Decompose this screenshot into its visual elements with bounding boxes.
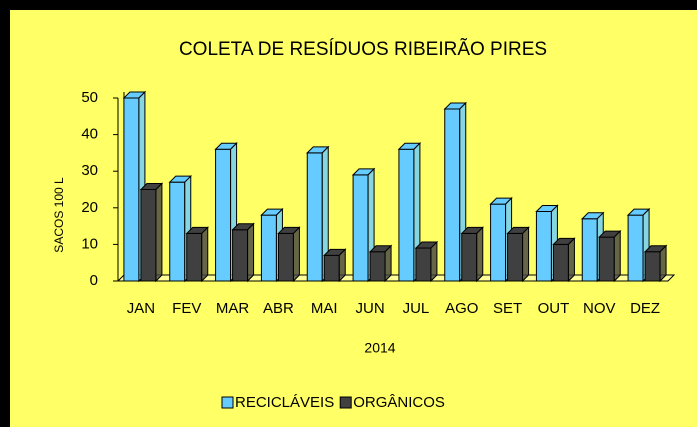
x-tick-label: MAI xyxy=(311,300,338,317)
x-tick-label: DEZ xyxy=(630,300,660,317)
bar-front xyxy=(507,232,524,282)
bar xyxy=(506,226,530,283)
legend-label: RECICLÁVEIS xyxy=(235,394,334,411)
bar-side xyxy=(613,229,621,283)
bar-front xyxy=(598,236,615,282)
bar-front xyxy=(277,232,294,282)
bar-front xyxy=(323,254,340,282)
bar-front xyxy=(581,218,598,282)
x-tick-label: OUT xyxy=(538,300,570,317)
bar-side xyxy=(292,226,300,283)
legend-swatch xyxy=(221,396,234,409)
bar xyxy=(598,229,622,283)
bar xyxy=(185,226,209,283)
bar xyxy=(552,237,576,283)
bar-front xyxy=(398,148,415,282)
bar-front xyxy=(535,210,552,282)
x-tick-label: NOV xyxy=(583,300,616,317)
bar-front xyxy=(444,108,461,282)
bar xyxy=(306,145,330,283)
bar-front xyxy=(644,251,661,282)
bar-side xyxy=(338,248,346,283)
bar-side xyxy=(659,244,667,283)
bar-front xyxy=(490,203,507,282)
bar-front xyxy=(352,174,369,282)
bar-side xyxy=(476,226,484,283)
legend-label: ORGÂNICOS xyxy=(353,394,445,411)
bar-front xyxy=(186,232,203,282)
bar-front xyxy=(140,189,157,282)
floor xyxy=(116,274,676,282)
bar-side xyxy=(201,226,209,283)
y-tick-label: 20 xyxy=(81,199,98,216)
bar-front xyxy=(369,251,386,282)
y-axis-label: SACOS 100 L xyxy=(52,177,66,253)
bar-front xyxy=(169,181,186,282)
y-tick-label: 50 xyxy=(81,89,98,106)
bar-front xyxy=(415,247,432,282)
bar xyxy=(460,226,484,283)
bar-front xyxy=(232,229,249,282)
y-tick-label: 30 xyxy=(81,162,98,179)
x-tick-label: FEV xyxy=(172,300,201,317)
bar-front xyxy=(306,152,323,282)
bar-front xyxy=(123,97,140,282)
x-tick-label: JAN xyxy=(127,300,155,317)
bar xyxy=(139,182,164,283)
x-axis-label: 2014 xyxy=(364,340,395,356)
x-tick-label: JUL xyxy=(403,300,430,317)
bar-front xyxy=(215,148,232,282)
bar-front xyxy=(260,214,277,282)
legend-swatch xyxy=(339,396,352,409)
x-tick-label: JUN xyxy=(355,300,384,317)
bar-side xyxy=(155,182,163,283)
chart-title: COLETA DE RESÍDUOS RIBEIRÃO PIRES xyxy=(179,38,547,60)
bar-side xyxy=(430,240,438,283)
bar-front xyxy=(461,232,478,282)
bar-front xyxy=(552,243,569,282)
x-tick-label: ABR xyxy=(263,300,294,317)
y-tick-label: 0 xyxy=(90,272,98,289)
bar-side xyxy=(567,237,575,283)
bar xyxy=(368,244,393,283)
bar xyxy=(351,167,376,283)
bar-side xyxy=(247,222,255,283)
x-tick-label: MAR xyxy=(216,300,250,317)
bar xyxy=(277,226,301,283)
y-tick-label: 40 xyxy=(81,126,98,143)
x-tick-label: SET xyxy=(493,300,522,317)
bar xyxy=(323,248,347,283)
bar-side xyxy=(522,226,530,283)
bar xyxy=(414,240,439,283)
bar xyxy=(231,222,255,283)
bar-side xyxy=(384,244,392,283)
bar-front xyxy=(627,214,644,282)
bar xyxy=(643,244,668,283)
y-tick-label: 10 xyxy=(81,235,98,252)
x-tick-label: AGO xyxy=(445,300,478,317)
